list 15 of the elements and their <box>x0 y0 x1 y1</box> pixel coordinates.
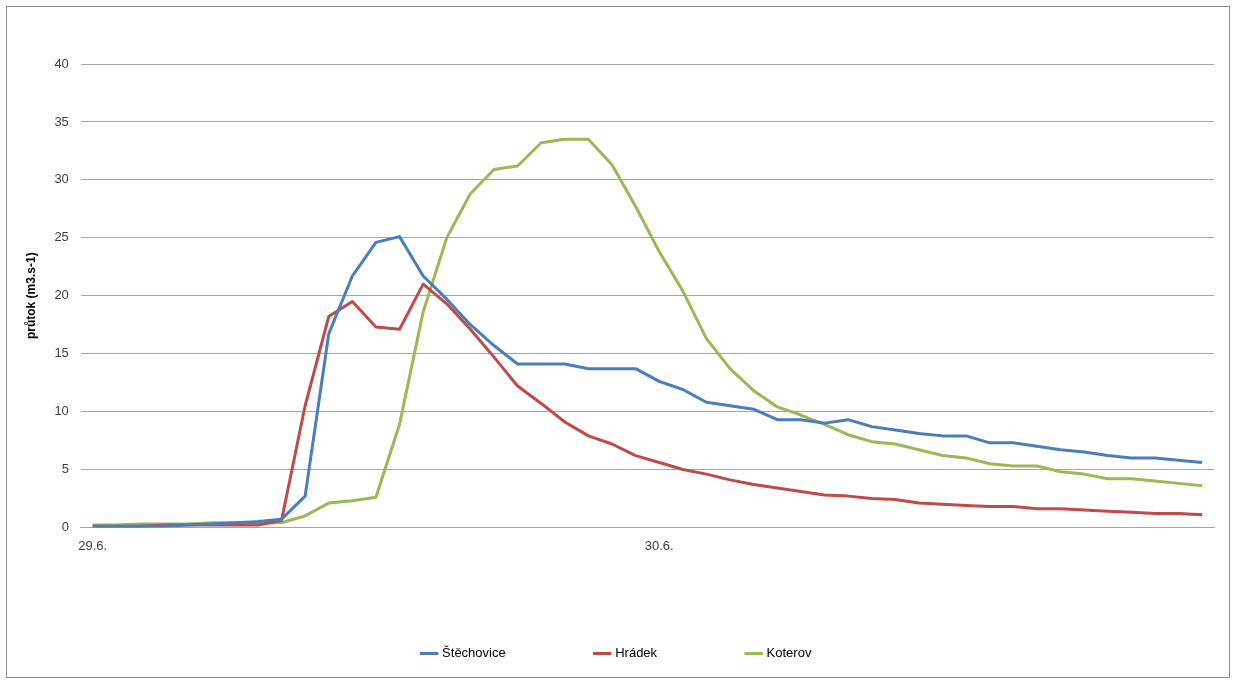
y-tick-label: 20 <box>54 287 69 303</box>
x-tick-label: 29.6. <box>78 537 108 553</box>
legend-label: Koterov <box>766 645 812 661</box>
y-tick-label: 5 <box>61 461 69 477</box>
legend-label: Hrádek <box>615 645 658 661</box>
y-tick-label: 30 <box>54 171 69 187</box>
y-tick-label: 0 <box>61 518 69 534</box>
y-tick-label: 25 <box>54 229 69 245</box>
y-axis-title: průtok (m3.s-1) <box>23 252 38 340</box>
y-tick-label: 10 <box>54 403 69 419</box>
y-tick-label: 35 <box>54 113 69 129</box>
x-tick-label: 30.6. <box>644 537 674 553</box>
legend-label: Štěchovice <box>442 645 506 661</box>
y-tick-label: 40 <box>54 55 69 71</box>
y-tick-label: 15 <box>54 345 69 361</box>
